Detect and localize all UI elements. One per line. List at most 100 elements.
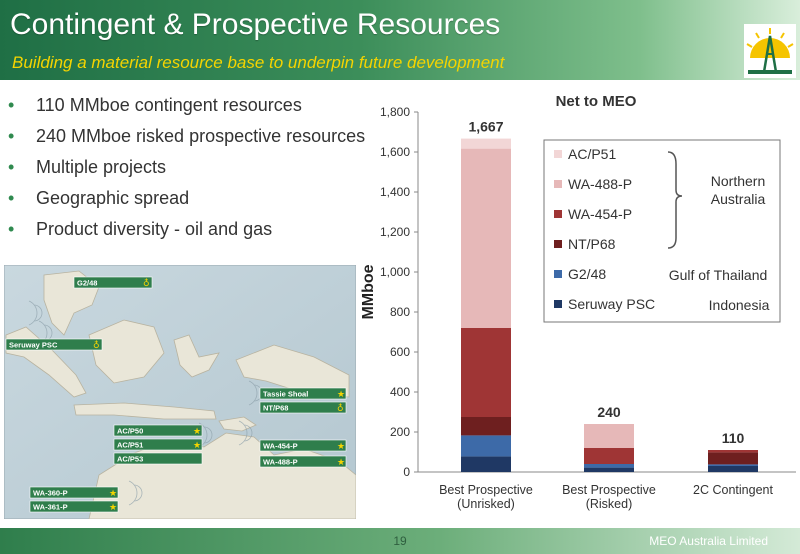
chart-legend: AC/P51 WA-488-P WA-454-P NT/P68 G2/48 Seruway… bbox=[543, 139, 781, 323]
legend-label: WA-454-P bbox=[568, 206, 632, 222]
map-tag-wa-488-p: WA-488-P ★ bbox=[259, 455, 347, 468]
bullet-item: • Multiple projects bbox=[6, 152, 365, 183]
map-tag-seruway-psc: Seruway PSC ♁ bbox=[5, 338, 103, 351]
bar-total-label: 240 bbox=[597, 404, 621, 420]
bar-segment-wa-454-p bbox=[708, 450, 758, 453]
bullet-item: • 240 MMboe risked prospective resources bbox=[6, 121, 365, 152]
bar-segment-nt-p68 bbox=[461, 417, 511, 436]
gas-star-icon: ★ bbox=[193, 427, 201, 437]
legend-brace bbox=[667, 151, 683, 249]
y-tick-label: 1,600 bbox=[380, 145, 410, 159]
x-tick-label: Best Prospective bbox=[439, 483, 533, 497]
map-tag-ac-p53: AC/P53 bbox=[113, 452, 203, 465]
bar-total-label: 1,667 bbox=[468, 119, 503, 135]
legend-group-label: Gulf of Thailand bbox=[669, 267, 768, 283]
title-banner: Contingent & Prospective Resources Build… bbox=[0, 0, 800, 80]
bullet-dot-icon: • bbox=[8, 157, 15, 177]
company-name: MEO Australia Limited bbox=[649, 534, 768, 548]
y-tick-label: 800 bbox=[390, 305, 410, 319]
y-tick-label: 400 bbox=[390, 385, 410, 399]
y-tick-label: 1,000 bbox=[380, 265, 410, 279]
legend-swatch bbox=[554, 150, 562, 158]
legend-label: G2/48 bbox=[568, 266, 606, 282]
meo-logo-icon bbox=[744, 24, 796, 78]
gas-star-icon: ★ bbox=[337, 442, 345, 452]
map-tag-label: NT/P68 bbox=[263, 404, 288, 413]
legend-group-label: Indonesia bbox=[709, 297, 770, 313]
x-tick-label: (Risked) bbox=[586, 497, 633, 511]
bar-segment-nt-p68 bbox=[708, 452, 758, 465]
oil-drop-icon: ♁ bbox=[143, 278, 150, 289]
bar-segment-wa-454-p bbox=[461, 328, 511, 417]
bullet-dot-icon: • bbox=[8, 95, 15, 115]
legend-group-label: Northern bbox=[711, 173, 765, 189]
gas-star-icon: ★ bbox=[193, 441, 201, 451]
page-number: 19 bbox=[393, 534, 407, 548]
bullet-item: • Geographic spread bbox=[6, 183, 365, 214]
bar-segment-g2-48 bbox=[584, 464, 634, 468]
bar-segment-seruway-psc bbox=[708, 466, 758, 472]
gas-star-icon: ★ bbox=[109, 503, 117, 513]
slide-subtitle: Building a material resource base to und… bbox=[12, 53, 505, 72]
bullet-item: • 110 MMboe contingent resources bbox=[6, 90, 365, 121]
bullet-list: • 110 MMboe contingent resources • 240 MMb… bbox=[6, 90, 365, 245]
resources-chart-container: Net to MEO MMboe 0 200 400 600 800 1,000 1,200 1,… bbox=[356, 86, 800, 526]
map-tag-wa-360-p: WA-360-P ★ bbox=[29, 486, 119, 499]
map-tag-label: WA-361-P bbox=[33, 503, 68, 512]
legend-label: NT/P68 bbox=[568, 236, 616, 252]
bar-segment-ac-p51 bbox=[461, 138, 511, 149]
map-tag-ac-p51: AC/P51 ★ bbox=[113, 438, 203, 451]
legend-label: Seruway PSC bbox=[568, 296, 655, 312]
footer-bar: 19 MEO Australia Limited bbox=[0, 528, 800, 554]
asset-location-map: G2/48 ♁ Seruway PSC ♁ Tassie Shoal ★ NT/P68 ♁ AC… bbox=[4, 265, 356, 519]
resources-stacked-bar-chart: Net to MEO MMboe 0 200 400 600 800 1,000 1,200 1,… bbox=[360, 93, 796, 511]
map-tag-label: AC/P51 bbox=[117, 441, 143, 450]
bar-segment-wa-454-p bbox=[584, 448, 634, 464]
y-tick-label: 1,800 bbox=[380, 105, 410, 119]
bullet-dot-icon: • bbox=[8, 219, 15, 239]
gas-star-icon: ★ bbox=[337, 390, 345, 400]
y-tick-label: 200 bbox=[390, 425, 410, 439]
y-tick-label: 600 bbox=[390, 345, 410, 359]
y-tick-label: 1,200 bbox=[380, 225, 410, 239]
legend-label: AC/P51 bbox=[568, 146, 616, 162]
x-tick-label: 2C Contingent bbox=[693, 483, 773, 497]
map-tag-nt-p68: NT/P68 ♁ bbox=[259, 401, 347, 414]
x-tick-label: (Unrisked) bbox=[457, 497, 515, 511]
bar-segment-g2-48 bbox=[461, 435, 511, 457]
gas-star-icon: ★ bbox=[337, 458, 345, 468]
map-tag-g2-48: G2/48 ♁ bbox=[73, 276, 153, 289]
bullet-dot-icon: • bbox=[8, 126, 15, 146]
legend-swatch bbox=[554, 180, 562, 188]
map-tag-label: AC/P53 bbox=[117, 455, 143, 464]
legend-group-label: Australia bbox=[711, 191, 766, 207]
slide-title: Contingent & Prospective Resources bbox=[10, 8, 501, 41]
chart-title: Net to MEO bbox=[556, 93, 637, 110]
gas-star-icon: ★ bbox=[109, 489, 117, 499]
bar-segment-seruway-psc bbox=[584, 467, 634, 472]
y-tick-label: 0 bbox=[403, 465, 410, 479]
y-tick-label: 1,400 bbox=[380, 185, 410, 199]
map-tag-tassie-shoal: Tassie Shoal ★ bbox=[259, 387, 347, 400]
bar-segment-wa-488-p bbox=[584, 424, 634, 448]
y-axis-label: MMboe bbox=[360, 264, 377, 319]
bar-segment-seruway-psc bbox=[461, 456, 511, 472]
bar-segment-g2-48 bbox=[708, 464, 758, 466]
map-tag-label: WA-488-P bbox=[263, 458, 298, 467]
legend-swatch bbox=[554, 270, 562, 278]
map-tag-label: Seruway PSC bbox=[9, 341, 58, 350]
legend-label: WA-488-P bbox=[568, 176, 632, 192]
oil-drop-icon: ♁ bbox=[337, 403, 344, 414]
bar-total-label: 110 bbox=[722, 430, 745, 446]
bullet-item: • Product diversity - oil and gas bbox=[6, 214, 365, 245]
map-tag-wa-454-p: WA-454-P ★ bbox=[259, 439, 347, 452]
legend-swatch bbox=[554, 210, 562, 218]
map-tag-wa-361-p: WA-361-P ★ bbox=[29, 500, 119, 513]
oil-drop-icon: ♁ bbox=[93, 340, 100, 351]
x-tick-label: Best Prospective bbox=[562, 483, 656, 497]
bar-segment-wa-488-p bbox=[461, 148, 511, 328]
map-tag-label: WA-454-P bbox=[263, 442, 298, 451]
map-tag-label: WA-360-P bbox=[33, 489, 68, 498]
legend-swatch bbox=[554, 300, 562, 308]
map-tag-label: AC/P50 bbox=[117, 427, 143, 436]
